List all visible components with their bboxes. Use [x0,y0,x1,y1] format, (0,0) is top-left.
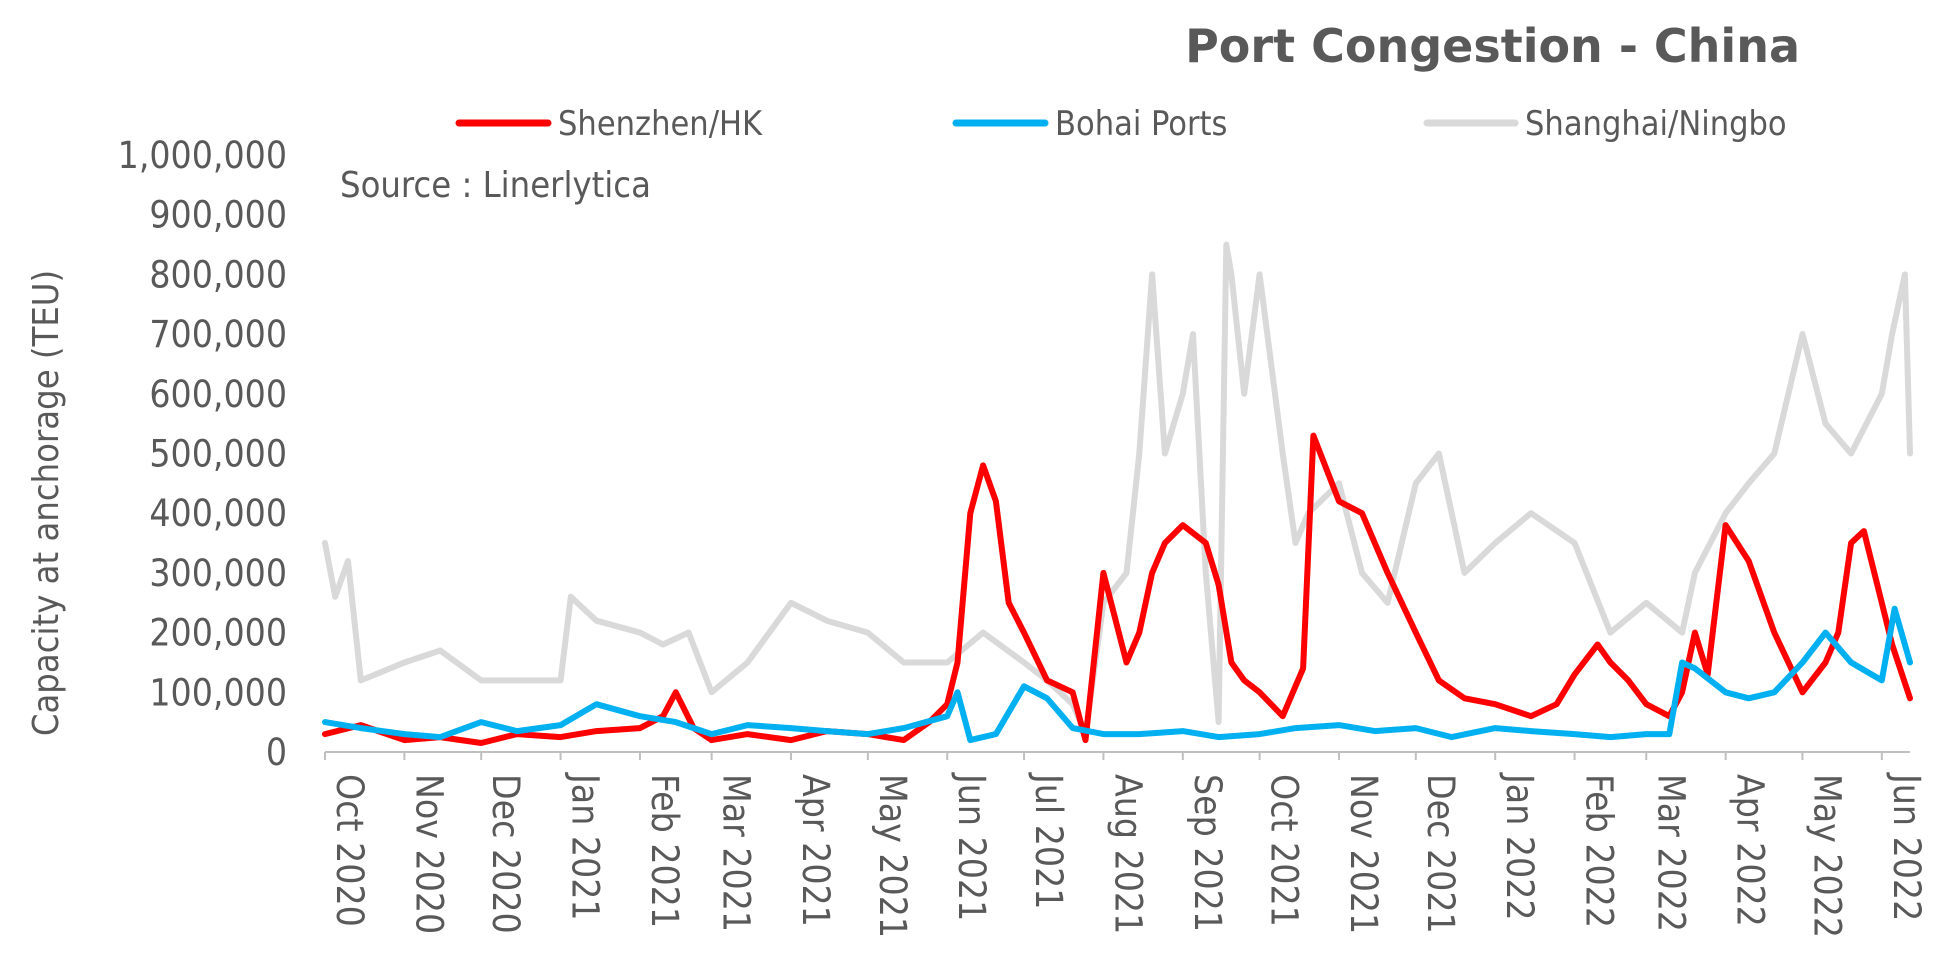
y-tick-label: 400,000 [149,492,287,535]
legend-item-shenzhen-hk: Shenzhen/HK [455,104,763,144]
legend: Shenzhen/HK Bohai Ports Shanghai/Ningbo [455,104,1787,144]
x-tick-label: Oct 2020 [328,774,371,927]
x-tick-label: Sep 2021 [1186,774,1229,932]
x-tick-label: May 2022 [1805,774,1848,938]
y-tick-label: 700,000 [149,313,287,356]
x-tick-label: Oct 2021 [1263,774,1306,927]
y-tick-label: 800,000 [149,253,287,296]
x-tick-label: Mar 2021 [715,774,758,932]
x-tick-label: Jul 2021 [1027,772,1070,909]
x-tick-label: Apr 2022 [1729,774,1772,927]
series-lines [322,241,1913,746]
source-note: Source : Linerlytica [340,165,651,206]
x-tick-label: Nov 2020 [407,774,450,934]
x-tick-label: Dec 2020 [484,774,527,934]
x-tick-label: May 2021 [871,774,914,938]
x-tick-label: Feb 2022 [1578,774,1621,928]
y-tick-label: 600,000 [149,373,287,416]
legend-item-shanghai-ningbo: Shanghai/Ningbo [1423,104,1787,144]
y-tick-label: 500,000 [149,433,287,476]
y-tick-label: 100,000 [149,671,287,714]
series-line-shanghai-ningbo [322,241,1913,738]
y-axis-ticks: 0 100,000 200,000 300,000 400,000 500,000 600,… [118,134,287,774]
x-tick-label: Feb 2021 [643,774,686,928]
x-tick-label: Jan 2022 [1498,772,1541,921]
legend-label-shanghai-ningbo: Shanghai/Ningbo [1525,104,1787,144]
x-tick-label: Aug 2021 [1106,774,1149,934]
x-tick-label: Jan 2021 [564,772,607,921]
chart-title: Port Congestion - China [1185,19,1800,73]
legend-item-bohai-ports: Bohai Ports [952,104,1227,144]
x-tick-label: Nov 2021 [1342,774,1385,934]
x-axis-ticks: Oct 2020 Nov 2020 Dec 2020 Jan 2021 Feb 2021… [324,752,1928,938]
x-tick-label: Apr 2021 [794,774,837,927]
x-tick-label: Mar 2022 [1649,774,1692,932]
y-tick-label: 1,000,000 [118,134,287,177]
series-line-bohai-ports [322,605,1913,744]
legend-label-shenzhen-hk: Shenzhen/HK [558,104,763,144]
y-tick-label: 300,000 [149,552,287,595]
x-tick-label: Dec 2021 [1419,774,1462,934]
y-tick-label: 200,000 [149,612,287,655]
y-tick-label: 900,000 [149,194,287,237]
series-line-shenzhen-hk [322,432,1913,746]
x-tick-label: Jun 2022 [1885,772,1928,921]
y-axis-label: Capacity at anchorage (TEU) [26,270,67,736]
y-tick-label: 0 [266,731,287,774]
x-tick-label: Jun 2021 [950,772,993,921]
legend-label-bohai-ports: Bohai Ports [1055,104,1227,144]
